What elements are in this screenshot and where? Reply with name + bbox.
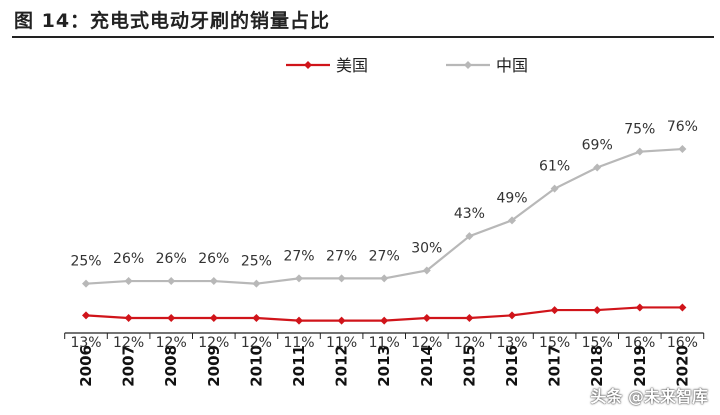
data-point-us [295, 316, 303, 325]
x-tick-label: 2017 [546, 345, 564, 387]
legend-marker-us [304, 61, 312, 69]
data-label-china: 25% [70, 254, 101, 270]
data-label-china: 27% [326, 248, 357, 264]
data-point-china [465, 232, 474, 241]
x-tick-label: 2008 [162, 345, 180, 387]
data-label-china: 25% [241, 254, 272, 270]
data-point-us [508, 311, 516, 320]
data-label-china: 61% [539, 159, 570, 175]
legend-label-china: 中国 [496, 56, 528, 75]
data-point-us [209, 314, 218, 322]
data-point-us [337, 316, 346, 325]
x-tick-label: 2009 [205, 345, 223, 387]
chart-title: 图 14：充电式电动牙刷的销量占比 [14, 10, 331, 32]
data-label-china: 49% [496, 190, 527, 206]
data-point-china [124, 277, 133, 286]
x-tick-label: 2011 [290, 345, 308, 387]
data-point-us [167, 314, 176, 322]
data-label-us: 12% [241, 335, 272, 351]
data-label-china: 43% [454, 206, 485, 222]
title-divider [12, 36, 714, 38]
data-point-china [550, 184, 559, 193]
data-point-us [550, 306, 559, 315]
data-point-china [380, 274, 389, 283]
x-tick-label: 2010 [247, 345, 265, 387]
data-point-china [209, 277, 218, 286]
data-point-us [252, 314, 261, 322]
data-label-us: 16% [624, 335, 655, 351]
x-tick-label: 2018 [588, 345, 606, 387]
x-tick-label: 2019 [631, 345, 649, 387]
data-label-china: 75% [624, 122, 655, 138]
legend-label-us: 美国 [336, 56, 368, 75]
data-label-us: 13% [70, 335, 101, 351]
data-point-china [337, 274, 346, 283]
watermark: 头条 @未来智库 [590, 387, 708, 406]
x-tick-label: 2014 [418, 345, 436, 387]
data-point-us [380, 316, 389, 325]
data-label-us: 11% [369, 335, 400, 351]
data-label-china: 69% [582, 138, 613, 154]
data-label-us: 15% [539, 335, 570, 351]
data-point-us [465, 314, 474, 322]
x-tick-label: 2020 [673, 345, 691, 387]
data-point-china [678, 145, 687, 154]
data-label-china: 26% [198, 251, 229, 267]
data-point-us [422, 314, 431, 322]
data-point-china [252, 279, 261, 288]
x-tick-label: 2015 [460, 345, 478, 387]
x-tick-label: 2007 [120, 345, 138, 387]
data-label-china: 30% [411, 240, 442, 256]
data-point-us [82, 311, 90, 320]
data-label-china: 76% [667, 119, 698, 135]
data-label-us: 15% [582, 335, 613, 351]
data-point-us [593, 306, 602, 315]
data-point-china [593, 163, 602, 172]
data-label-us: 12% [198, 335, 229, 351]
data-point-us [635, 303, 644, 312]
data-point-china [167, 277, 176, 286]
data-point-china [295, 274, 303, 283]
x-tick-label: 2013 [375, 345, 393, 387]
data-label-china: 26% [156, 251, 187, 267]
legend-marker-china [464, 61, 472, 69]
data-label-us: 12% [156, 335, 187, 351]
data-point-china [82, 279, 90, 288]
data-label-us: 16% [667, 335, 698, 351]
data-label-us: 12% [454, 335, 485, 351]
data-point-china [508, 216, 516, 225]
data-label-us: 12% [113, 335, 144, 351]
data-label-us: 13% [496, 335, 527, 351]
data-label-china: 26% [113, 251, 144, 267]
data-label-china: 27% [369, 248, 400, 264]
data-point-china [635, 147, 644, 156]
x-tick-label: 2006 [77, 345, 95, 387]
data-label-us: 11% [326, 335, 357, 351]
data-point-us [678, 303, 687, 312]
data-point-us [124, 314, 133, 322]
data-point-china [422, 266, 431, 275]
data-label-china: 27% [283, 248, 314, 264]
x-tick-label: 2012 [333, 345, 351, 387]
x-tick-label: 2016 [503, 345, 521, 387]
data-label-us: 12% [411, 335, 442, 351]
data-label-us: 11% [283, 335, 314, 351]
